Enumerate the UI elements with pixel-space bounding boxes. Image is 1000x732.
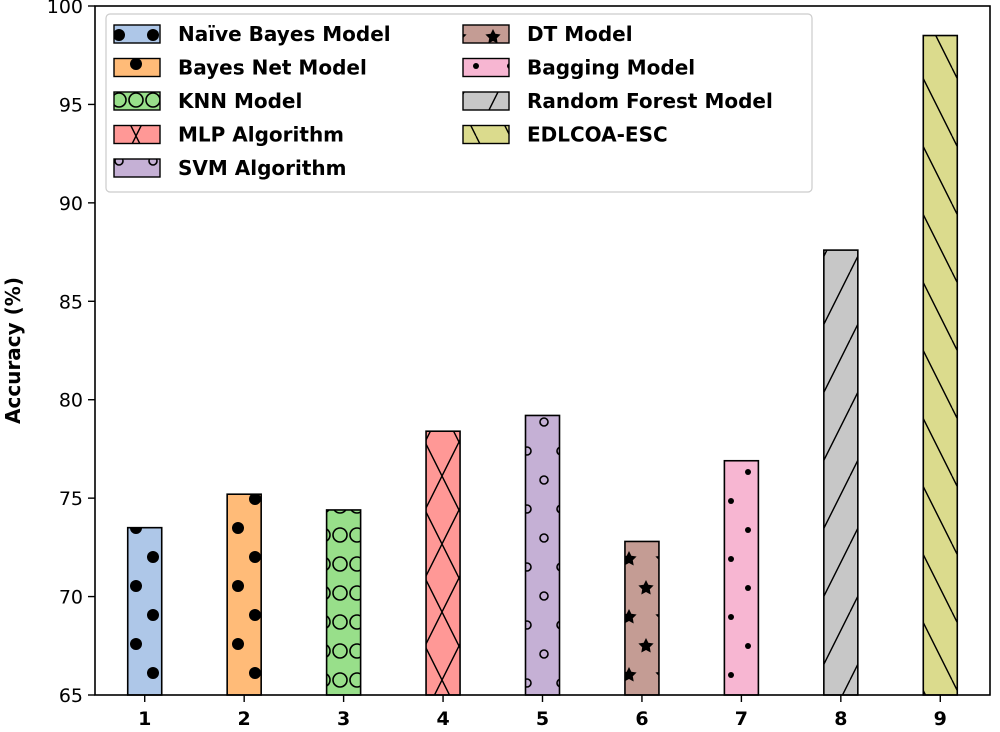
legend-item: MLP Algorithm bbox=[113, 123, 344, 147]
x-tick-label: 8 bbox=[834, 708, 847, 730]
legend-swatch-outline bbox=[113, 24, 161, 44]
legend-swatch-hatch bbox=[463, 92, 509, 110]
legend-swatch-hatch bbox=[463, 125, 509, 144]
legend-swatch-hatch bbox=[114, 159, 160, 177]
y-tick-label: 65 bbox=[59, 685, 83, 707]
bar-3 bbox=[325, 509, 362, 696]
legend-item: DT Model bbox=[462, 22, 633, 46]
legend-label: DT Model bbox=[527, 22, 633, 46]
legend-swatch-hatch bbox=[114, 92, 160, 110]
legend-item: Naïve Bayes Model bbox=[113, 22, 391, 46]
legend-swatch-outline bbox=[462, 91, 510, 111]
legend-swatch-hatch bbox=[114, 125, 160, 144]
legend-box bbox=[105, 13, 813, 193]
legend-swatch-outline bbox=[113, 124, 161, 145]
legend-item: Random Forest Model bbox=[462, 89, 773, 113]
bar-hatch bbox=[724, 460, 759, 695]
x-tick-label: 6 bbox=[635, 708, 648, 730]
legend-swatch-outline bbox=[113, 158, 161, 178]
legend-label: EDLCOA-ESC bbox=[527, 123, 668, 147]
x-tick-label: 4 bbox=[436, 708, 449, 730]
bar-1 bbox=[126, 526, 163, 696]
y-axis-label: Accuracy (%) bbox=[1, 277, 25, 424]
y-tick-label: 80 bbox=[59, 390, 83, 412]
bar-hatch bbox=[923, 35, 958, 696]
legend-label: Naïve Bayes Model bbox=[178, 22, 391, 46]
legend-label: SVM Algorithm bbox=[178, 156, 347, 180]
legend-item: Bayes Net Model bbox=[113, 56, 367, 80]
legend-item: KNN Model bbox=[113, 89, 302, 113]
legend-swatch-outline bbox=[462, 24, 510, 44]
bar-9 bbox=[922, 34, 959, 696]
legend-swatch-hatch bbox=[114, 58, 160, 77]
x-tick-label: 1 bbox=[138, 708, 151, 730]
legend-swatch-hatch bbox=[463, 25, 509, 43]
legend-item: Bagging Model bbox=[462, 56, 695, 80]
bar-hatch bbox=[326, 509, 361, 695]
legend-swatch-outline bbox=[462, 57, 510, 78]
bar-5 bbox=[524, 414, 561, 696]
bar-hatch bbox=[227, 494, 262, 695]
legend-label: Bagging Model bbox=[527, 56, 695, 80]
x-tick-label: 5 bbox=[536, 708, 549, 730]
x-tick-label: 3 bbox=[337, 708, 350, 730]
y-tick-label: 95 bbox=[59, 94, 83, 116]
bar-hatch bbox=[624, 541, 659, 695]
legend-swatch-hatch bbox=[114, 25, 160, 43]
bar-hatch bbox=[426, 431, 461, 695]
x-tick-label: 7 bbox=[735, 708, 748, 730]
bar-8 bbox=[823, 249, 859, 696]
legend-swatch-outline bbox=[113, 57, 161, 78]
bar-hatch bbox=[823, 250, 858, 696]
bar-2 bbox=[226, 493, 262, 696]
y-tick-label: 90 bbox=[59, 193, 83, 215]
legend-item: EDLCOA-ESC bbox=[462, 123, 668, 147]
bar-hatch bbox=[127, 527, 162, 695]
y-tick-label: 85 bbox=[59, 291, 83, 313]
x-tick-label: 2 bbox=[238, 708, 251, 730]
y-tick-label: 75 bbox=[59, 488, 83, 510]
legend-label: Random Forest Model bbox=[527, 89, 773, 113]
legend-swatch-outline bbox=[462, 124, 510, 145]
x-tick-label: 9 bbox=[934, 708, 947, 730]
legend-label: Bayes Net Model bbox=[178, 56, 367, 80]
legend-label: KNN Model bbox=[178, 89, 302, 113]
y-tick-label: 100 bbox=[47, 0, 83, 18]
legend-swatch-hatch bbox=[463, 58, 509, 77]
y-tick-label: 70 bbox=[59, 587, 83, 609]
legend-item: SVM Algorithm bbox=[113, 156, 347, 180]
bar-6 bbox=[624, 540, 660, 696]
legend-swatch-outline bbox=[113, 91, 161, 111]
bar-7 bbox=[723, 459, 760, 696]
legend-label: MLP Algorithm bbox=[178, 123, 344, 147]
bar-hatch bbox=[525, 415, 560, 695]
bar-4 bbox=[425, 430, 461, 696]
